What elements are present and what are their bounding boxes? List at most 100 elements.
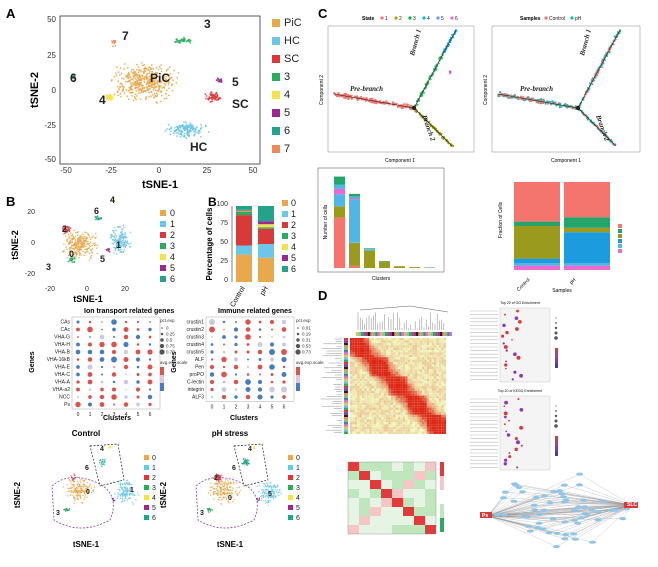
cell-dot xyxy=(200,126,203,129)
heatmap-cell xyxy=(443,338,446,341)
cell-dot xyxy=(126,240,129,242)
cell-dot xyxy=(170,76,173,79)
heatmap-cell xyxy=(359,338,362,341)
panel-a-tsne: 7 3 PiC 6 4 5 SC HC -50 -25 0 25 50 50 2… xyxy=(29,15,302,191)
cell-dot xyxy=(93,486,96,488)
cell-dot xyxy=(148,81,151,84)
heatmap-cell xyxy=(393,371,396,374)
heatmap-cell xyxy=(402,383,406,386)
cell-dot xyxy=(96,218,98,221)
cell-dot xyxy=(70,490,72,492)
cell-dot xyxy=(185,123,188,125)
cell-dot xyxy=(131,78,134,81)
expression-dot xyxy=(147,349,153,355)
cell-dot xyxy=(151,81,154,84)
expression-dot xyxy=(123,349,129,355)
heatmap-cell xyxy=(436,359,439,362)
cell-dot xyxy=(140,89,143,92)
heatmap-cell xyxy=(419,362,422,365)
heatmap-cell xyxy=(400,347,403,350)
heatmap-cell xyxy=(407,378,410,382)
heatmap-cell xyxy=(374,366,377,370)
cell-dot xyxy=(73,258,76,260)
heatmap-cell xyxy=(376,405,379,408)
panel-a-frame xyxy=(59,15,261,165)
heatmap-cell xyxy=(422,376,425,379)
heatmap-cell xyxy=(407,359,410,362)
expression-dot xyxy=(269,349,275,355)
cell-dot xyxy=(150,95,153,98)
heatmap-cell xyxy=(424,342,427,346)
heatmap-cell xyxy=(405,366,408,370)
module-color-bar xyxy=(437,332,440,336)
cell-dot xyxy=(239,489,241,491)
cell-dot xyxy=(94,237,96,239)
heatmap-cell xyxy=(443,414,446,418)
heatmap-cell xyxy=(441,359,444,362)
cell-dot xyxy=(124,500,126,502)
branch-label: Branch 1 xyxy=(408,28,423,57)
legend-swatch xyxy=(282,233,288,239)
cell-dot xyxy=(123,92,126,94)
heatmap-cell xyxy=(422,362,425,365)
heatmap-cell xyxy=(436,345,439,348)
heatmap-cell xyxy=(431,376,434,379)
y-tick: 25 xyxy=(47,51,56,60)
heatmap-cell xyxy=(441,412,444,415)
heatmap-cell xyxy=(434,345,437,348)
heatmap-cell xyxy=(388,422,391,425)
cell-dot xyxy=(272,495,274,497)
module-color-bar xyxy=(344,398,348,401)
legend-swatch xyxy=(282,244,288,250)
cell-dot xyxy=(92,235,94,238)
heatmap-cell xyxy=(429,347,432,350)
expression-dot xyxy=(281,327,287,332)
heatmap-cell xyxy=(443,362,446,365)
heatmap-cell xyxy=(441,378,444,382)
cell-dot xyxy=(168,66,171,69)
heatmap-cell xyxy=(371,357,374,360)
heatmap-cell xyxy=(434,407,437,410)
heatmap-cell xyxy=(378,369,382,372)
heatmap-cell xyxy=(381,400,384,403)
heatmap-cell xyxy=(443,345,446,348)
cell-dot xyxy=(230,486,232,488)
cell-dot xyxy=(175,81,178,84)
heatmap-cell xyxy=(424,395,427,398)
heatmap-cell xyxy=(381,422,384,425)
heatmap-cell xyxy=(438,345,442,348)
heatmap-cell xyxy=(369,424,372,427)
expression-dot xyxy=(148,343,152,346)
cell-dot xyxy=(119,248,122,251)
heatmap-cell xyxy=(434,342,437,346)
heatmap-cell xyxy=(359,359,362,362)
cell-dot xyxy=(68,236,71,238)
legend-label: 0 xyxy=(291,198,296,208)
cell-dot xyxy=(86,241,88,243)
cell-dot xyxy=(160,94,163,97)
cell-dot xyxy=(103,462,105,464)
cell-dot xyxy=(173,69,175,72)
heatmap-cell xyxy=(431,352,434,355)
heatmap-cell xyxy=(354,366,358,370)
heatmap-cell xyxy=(371,376,374,379)
cell-dot xyxy=(105,248,107,251)
heatmap-cell xyxy=(400,342,403,346)
heatmap-cell xyxy=(431,354,434,358)
cell-dot xyxy=(68,479,71,481)
heatmap-cell xyxy=(364,419,367,422)
x-tick: 4 xyxy=(259,405,262,411)
heatmap-cell xyxy=(352,340,355,343)
traj-left-xlabel: Component 1 xyxy=(385,158,415,164)
expression-dot xyxy=(234,342,238,347)
heatmap-cell xyxy=(393,395,396,398)
cell-dot xyxy=(149,78,152,80)
cell-dot xyxy=(214,97,217,100)
cell-dot xyxy=(89,245,92,248)
cell-dot xyxy=(129,483,131,486)
heatmap-cell xyxy=(434,395,437,398)
cell-dot xyxy=(124,495,127,498)
heatmap-cell xyxy=(422,388,425,391)
color-scale xyxy=(160,367,164,375)
heatmap-cell xyxy=(374,402,377,406)
